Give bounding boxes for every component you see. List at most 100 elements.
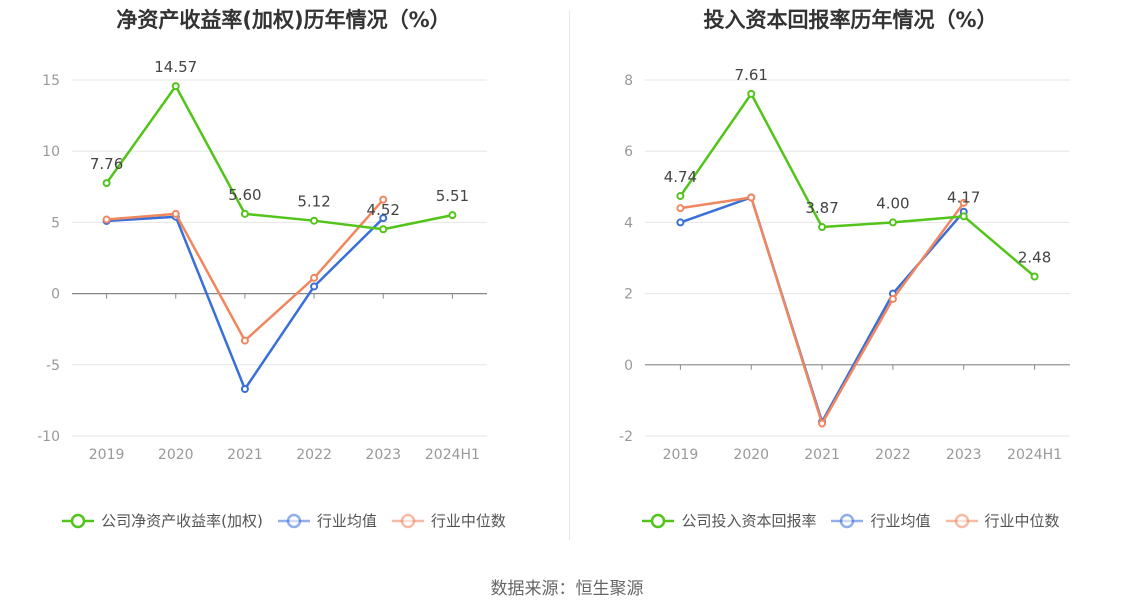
data-point [240,209,249,218]
data-label: 2.48 [1018,249,1051,267]
series-line [680,196,965,424]
data-point [379,214,388,223]
legend-marker-icon [277,513,310,528]
legend-label: 行业均值 [870,512,931,530]
data-point [676,204,685,213]
data-label: 4.17 [947,188,980,206]
data-point [747,193,756,202]
legend-label: 行业中位数 [984,512,1060,530]
data-label: 7.61 [735,66,768,84]
y-tick-label: 8 [624,73,633,89]
data-point [102,179,111,188]
data-label: 5.12 [297,193,330,211]
legend-circle [400,513,416,528]
y-tick-label: 0 [624,358,633,374]
data-point [888,294,897,303]
data-point [310,273,319,282]
data-point [888,218,897,227]
legend-circle [286,513,302,528]
x-tick-label: 2019 [663,447,699,463]
legend-marker-icon [831,513,864,528]
data-label: 14.57 [154,58,197,76]
x-tick-label: 2021 [227,447,263,463]
y-tick-label: -2 [619,429,633,445]
roic-line-chart: -2 0 2 4 6 8 2019 2020 2021 2022 2023 2024H1 4.74 7.6… [619,66,1070,463]
legend-circle [651,513,666,528]
data-point [171,209,180,218]
data-point [676,192,685,201]
legend-item[interactable]: 行业均值 [830,510,931,531]
legend-marker-icon [945,513,978,528]
legend-marker-icon [391,513,424,528]
legend-label: 公司投入资本回报率 [681,512,817,530]
panel-divider [569,10,570,540]
data-point [310,216,319,225]
x-tick-label: 2023 [946,447,982,463]
y-tick-label: 0 [51,287,60,303]
data-point [676,218,685,227]
chart-legend: 公司投入资本回报率 行业均值 行业中位数 [567,510,1134,531]
legend-circle [840,513,855,528]
data-point [171,82,180,91]
legend-label: 行业中位数 [430,512,506,530]
x-tick-label: 2024H1 [425,447,480,463]
data-point [959,198,968,207]
series-line [106,215,385,391]
data-label: 4.52 [367,201,400,219]
x-tick-label: 2023 [365,447,401,463]
data-point [240,385,249,394]
x-tick-label: 2020 [158,447,194,463]
chart-legend: 公司净资产收益率(加权) 行业均值 行业中位数 [0,510,567,531]
data-point [102,215,111,224]
data-label: 5.51 [436,187,469,205]
chart-title: 投入资本回报率历年情况（%） [703,8,998,32]
y-tick-label: 6 [624,144,633,160]
data-point [310,282,319,291]
y-tick-label: 5 [51,215,60,231]
y-tick-label: -5 [46,358,60,374]
data-point [959,212,968,221]
data-label: 3.87 [805,199,838,217]
x-tick-label: 2022 [875,447,911,463]
legend-marker-icon [642,513,675,528]
legend-circle [954,513,969,528]
roe-line-chart: -10 -5 0 5 10 15 2019 2020 2021 2022 2023 2024H1 7.7… [37,58,487,463]
chart-title: 净资产收益率(加权)历年情况（%） [116,8,451,32]
data-point [1030,272,1039,281]
y-tick-label: 10 [42,144,60,160]
data-point [379,225,388,234]
y-tick-label: 15 [42,73,60,89]
data-point [448,211,457,220]
data-point [240,336,249,345]
legend-label: 行业均值 [316,512,377,530]
x-tick-label: 2020 [733,447,769,463]
legend-marker-icon [62,513,95,528]
legend-label: 公司净资产收益率(加权) [101,512,263,530]
roic-chart-panel: 投入资本回报率历年情况（%） -2 0 2 4 6 8 2019 2020 2021 2022 20… [567,0,1134,560]
x-tick-label: 2021 [804,447,840,463]
x-tick-label: 2024H1 [1007,447,1062,463]
y-tick-label: -10 [37,429,60,445]
data-point [818,419,827,428]
series-line [680,196,965,425]
data-source-note: 数据来源：恒生聚源 [490,579,644,599]
y-tick-label: 2 [624,287,633,303]
series-line [105,84,453,231]
legend-item[interactable]: 公司净资产收益率(加权) [61,510,263,531]
x-tick-label: 2019 [89,447,125,463]
series-line [679,92,1036,278]
y-tick-label: 4 [624,215,633,231]
data-label: 4.74 [664,168,697,186]
legend-circle [70,513,86,528]
data-point [379,195,388,204]
data-point [747,89,756,98]
data-label: 5.60 [228,186,261,204]
legend-item[interactable]: 公司投入资本回报率 [641,510,816,531]
legend-item[interactable]: 行业中位数 [945,510,1060,531]
data-label: 7.76 [90,155,123,173]
legend-item[interactable]: 行业中位数 [391,510,506,531]
roe-chart-panel: 净资产收益率(加权)历年情况（%） -10 -5 0 5 10 15 2019 2020 202… [0,0,567,560]
legend-item[interactable]: 行业均值 [277,510,377,531]
data-label: 4.00 [876,194,909,212]
data-point [818,223,827,232]
